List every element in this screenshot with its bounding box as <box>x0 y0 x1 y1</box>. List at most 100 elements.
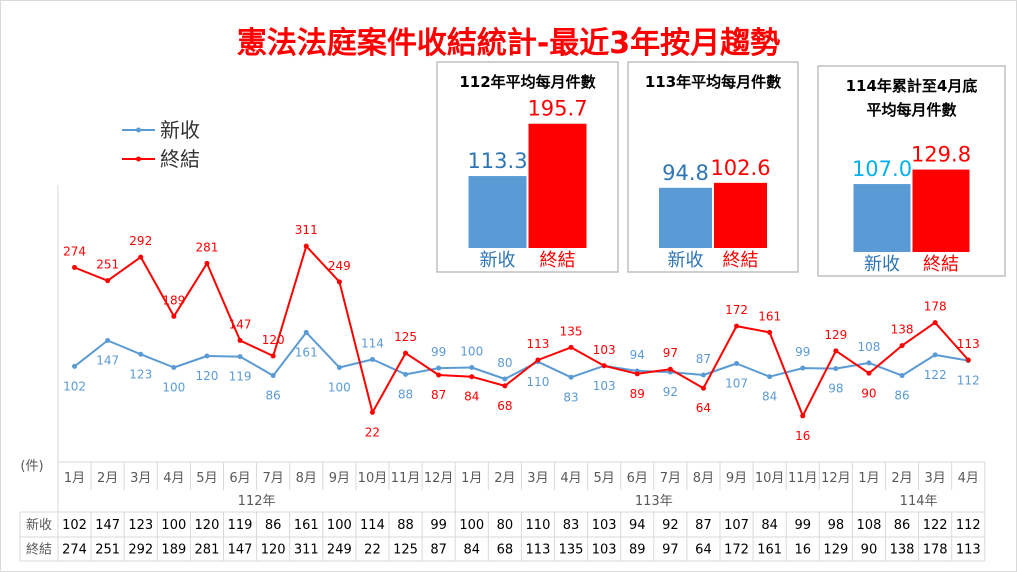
legend-label-0: 新收 <box>160 118 200 142</box>
month-label-3: 4月 <box>163 471 184 486</box>
data-label-fin-21: 161 <box>758 309 781 323</box>
data-label-fin-6: 120 <box>262 333 285 347</box>
data-label-new-8: 100 <box>328 381 351 395</box>
point-1-12 <box>469 374 475 380</box>
point-1-3 <box>171 313 177 319</box>
table-cell-1-22: 16 <box>794 543 811 558</box>
table-cell-0-12: 100 <box>459 518 484 533</box>
series-line-0 <box>73 331 969 380</box>
table-cell-0-17: 94 <box>629 518 646 533</box>
summary-category-2-1: 終結 <box>923 254 959 275</box>
data-label-new-21: 84 <box>762 390 777 404</box>
table-cell-0-11: 99 <box>430 518 447 533</box>
point-1-11 <box>436 372 442 378</box>
point-1-1 <box>105 278 111 284</box>
month-label-12: 1月 <box>461 471 482 486</box>
data-label-new-12: 100 <box>460 345 483 359</box>
data-label-fin-5: 147 <box>229 317 252 331</box>
table-cell-0-7: 161 <box>294 518 319 533</box>
data-label-new-25: 86 <box>894 389 909 403</box>
data-label-fin-2: 292 <box>129 234 152 248</box>
point-1-0 <box>72 264 78 270</box>
data-label-fin-12: 84 <box>464 390 479 404</box>
point-1-23 <box>833 348 839 354</box>
point-1-25 <box>899 343 905 349</box>
summary-value-0-0: 113.3 <box>467 149 527 173</box>
month-label-10: 11月 <box>391 471 421 486</box>
table-cell-0-14: 110 <box>526 518 551 533</box>
data-label-new-19: 87 <box>696 352 711 366</box>
table-cell-1-1: 251 <box>95 543 120 558</box>
data-label-new-26: 122 <box>924 368 947 382</box>
data-label-fin-9: 22 <box>365 425 380 439</box>
month-label-15: 4月 <box>560 471 581 486</box>
data-label-new-14: 110 <box>526 375 549 389</box>
data-label-new-5: 119 <box>229 370 252 384</box>
summary-value-1-1: 102.6 <box>710 156 770 180</box>
data-label-new-24: 108 <box>857 340 880 354</box>
table-cell-1-25: 138 <box>890 543 915 558</box>
data-label-fin-4: 281 <box>195 240 218 254</box>
data-label-fin-13: 68 <box>497 399 512 413</box>
point-0-23 <box>833 366 839 372</box>
table-cell-1-16: 103 <box>592 543 617 558</box>
data-label-new-13: 80 <box>497 356 512 370</box>
point-1-15 <box>568 344 574 350</box>
month-label-25: 2月 <box>891 471 912 486</box>
point-1-7 <box>303 243 309 249</box>
data-label-fin-7: 311 <box>295 223 318 237</box>
point-0-1 <box>105 337 111 343</box>
table-cell-0-27: 112 <box>956 518 981 533</box>
month-label-1: 2月 <box>97 471 118 486</box>
data-label-new-27: 112 <box>957 374 980 388</box>
table-cell-0-1: 147 <box>95 518 120 533</box>
table-cell-0-4: 120 <box>195 518 220 533</box>
summary-bar-0-1 <box>528 123 587 248</box>
table-cell-0-23: 98 <box>828 518 845 533</box>
point-0-5 <box>237 354 243 360</box>
table-cell-0-15: 83 <box>563 518 580 533</box>
point-0-21 <box>767 374 773 380</box>
point-0-24 <box>866 360 872 366</box>
data-label-new-2: 123 <box>129 367 152 381</box>
table-cell-0-9: 114 <box>360 518 385 533</box>
month-label-7: 8月 <box>296 471 317 486</box>
point-0-20 <box>734 360 740 366</box>
point-0-0 <box>72 363 78 369</box>
summary-title-2: 114年累計至4月底平均每月件數 <box>846 77 978 119</box>
table-cell-1-21: 161 <box>757 543 782 558</box>
table-cell-1-20: 172 <box>724 543 749 558</box>
point-0-15 <box>568 374 574 380</box>
month-label-4: 5月 <box>196 471 217 486</box>
summary-box-1 <box>627 61 799 273</box>
data-label-fin-14: 113 <box>526 337 549 351</box>
table-cell-1-14: 113 <box>526 543 551 558</box>
table-cell-1-24: 90 <box>861 543 878 558</box>
data-label-new-0: 102 <box>63 379 86 393</box>
summary-category-0-1: 終結 <box>540 250 576 271</box>
table-cell-0-8: 100 <box>327 518 352 533</box>
table-cell-1-0: 274 <box>62 543 87 558</box>
summary-category-1-0: 新收 <box>668 250 704 271</box>
year-label-2: 114年 <box>900 494 938 509</box>
table-cell-0-6: 86 <box>265 518 282 533</box>
data-label-new-17: 94 <box>630 348 645 362</box>
point-1-5 <box>237 337 243 343</box>
summary-value-2-0: 107.0 <box>852 157 912 181</box>
table-cell-0-18: 92 <box>662 518 679 533</box>
month-label-22: 11月 <box>788 471 818 486</box>
series-line-1 <box>74 245 970 417</box>
table-cell-1-17: 89 <box>629 543 646 558</box>
summary-value-0-1: 195.7 <box>527 97 587 121</box>
point-0-6 <box>270 373 276 379</box>
data-label-fin-16: 103 <box>593 343 616 357</box>
point-1-9 <box>369 409 375 415</box>
data-label-fin-1: 251 <box>96 258 119 272</box>
summary-category-0-0: 新收 <box>480 250 516 271</box>
summary-bar-2-0 <box>853 184 911 252</box>
data-label-fin-8: 249 <box>328 259 351 273</box>
table-cell-0-22: 99 <box>794 518 811 533</box>
summary-category-2-0: 新收 <box>864 254 900 275</box>
table-cell-1-27: 113 <box>956 543 981 558</box>
